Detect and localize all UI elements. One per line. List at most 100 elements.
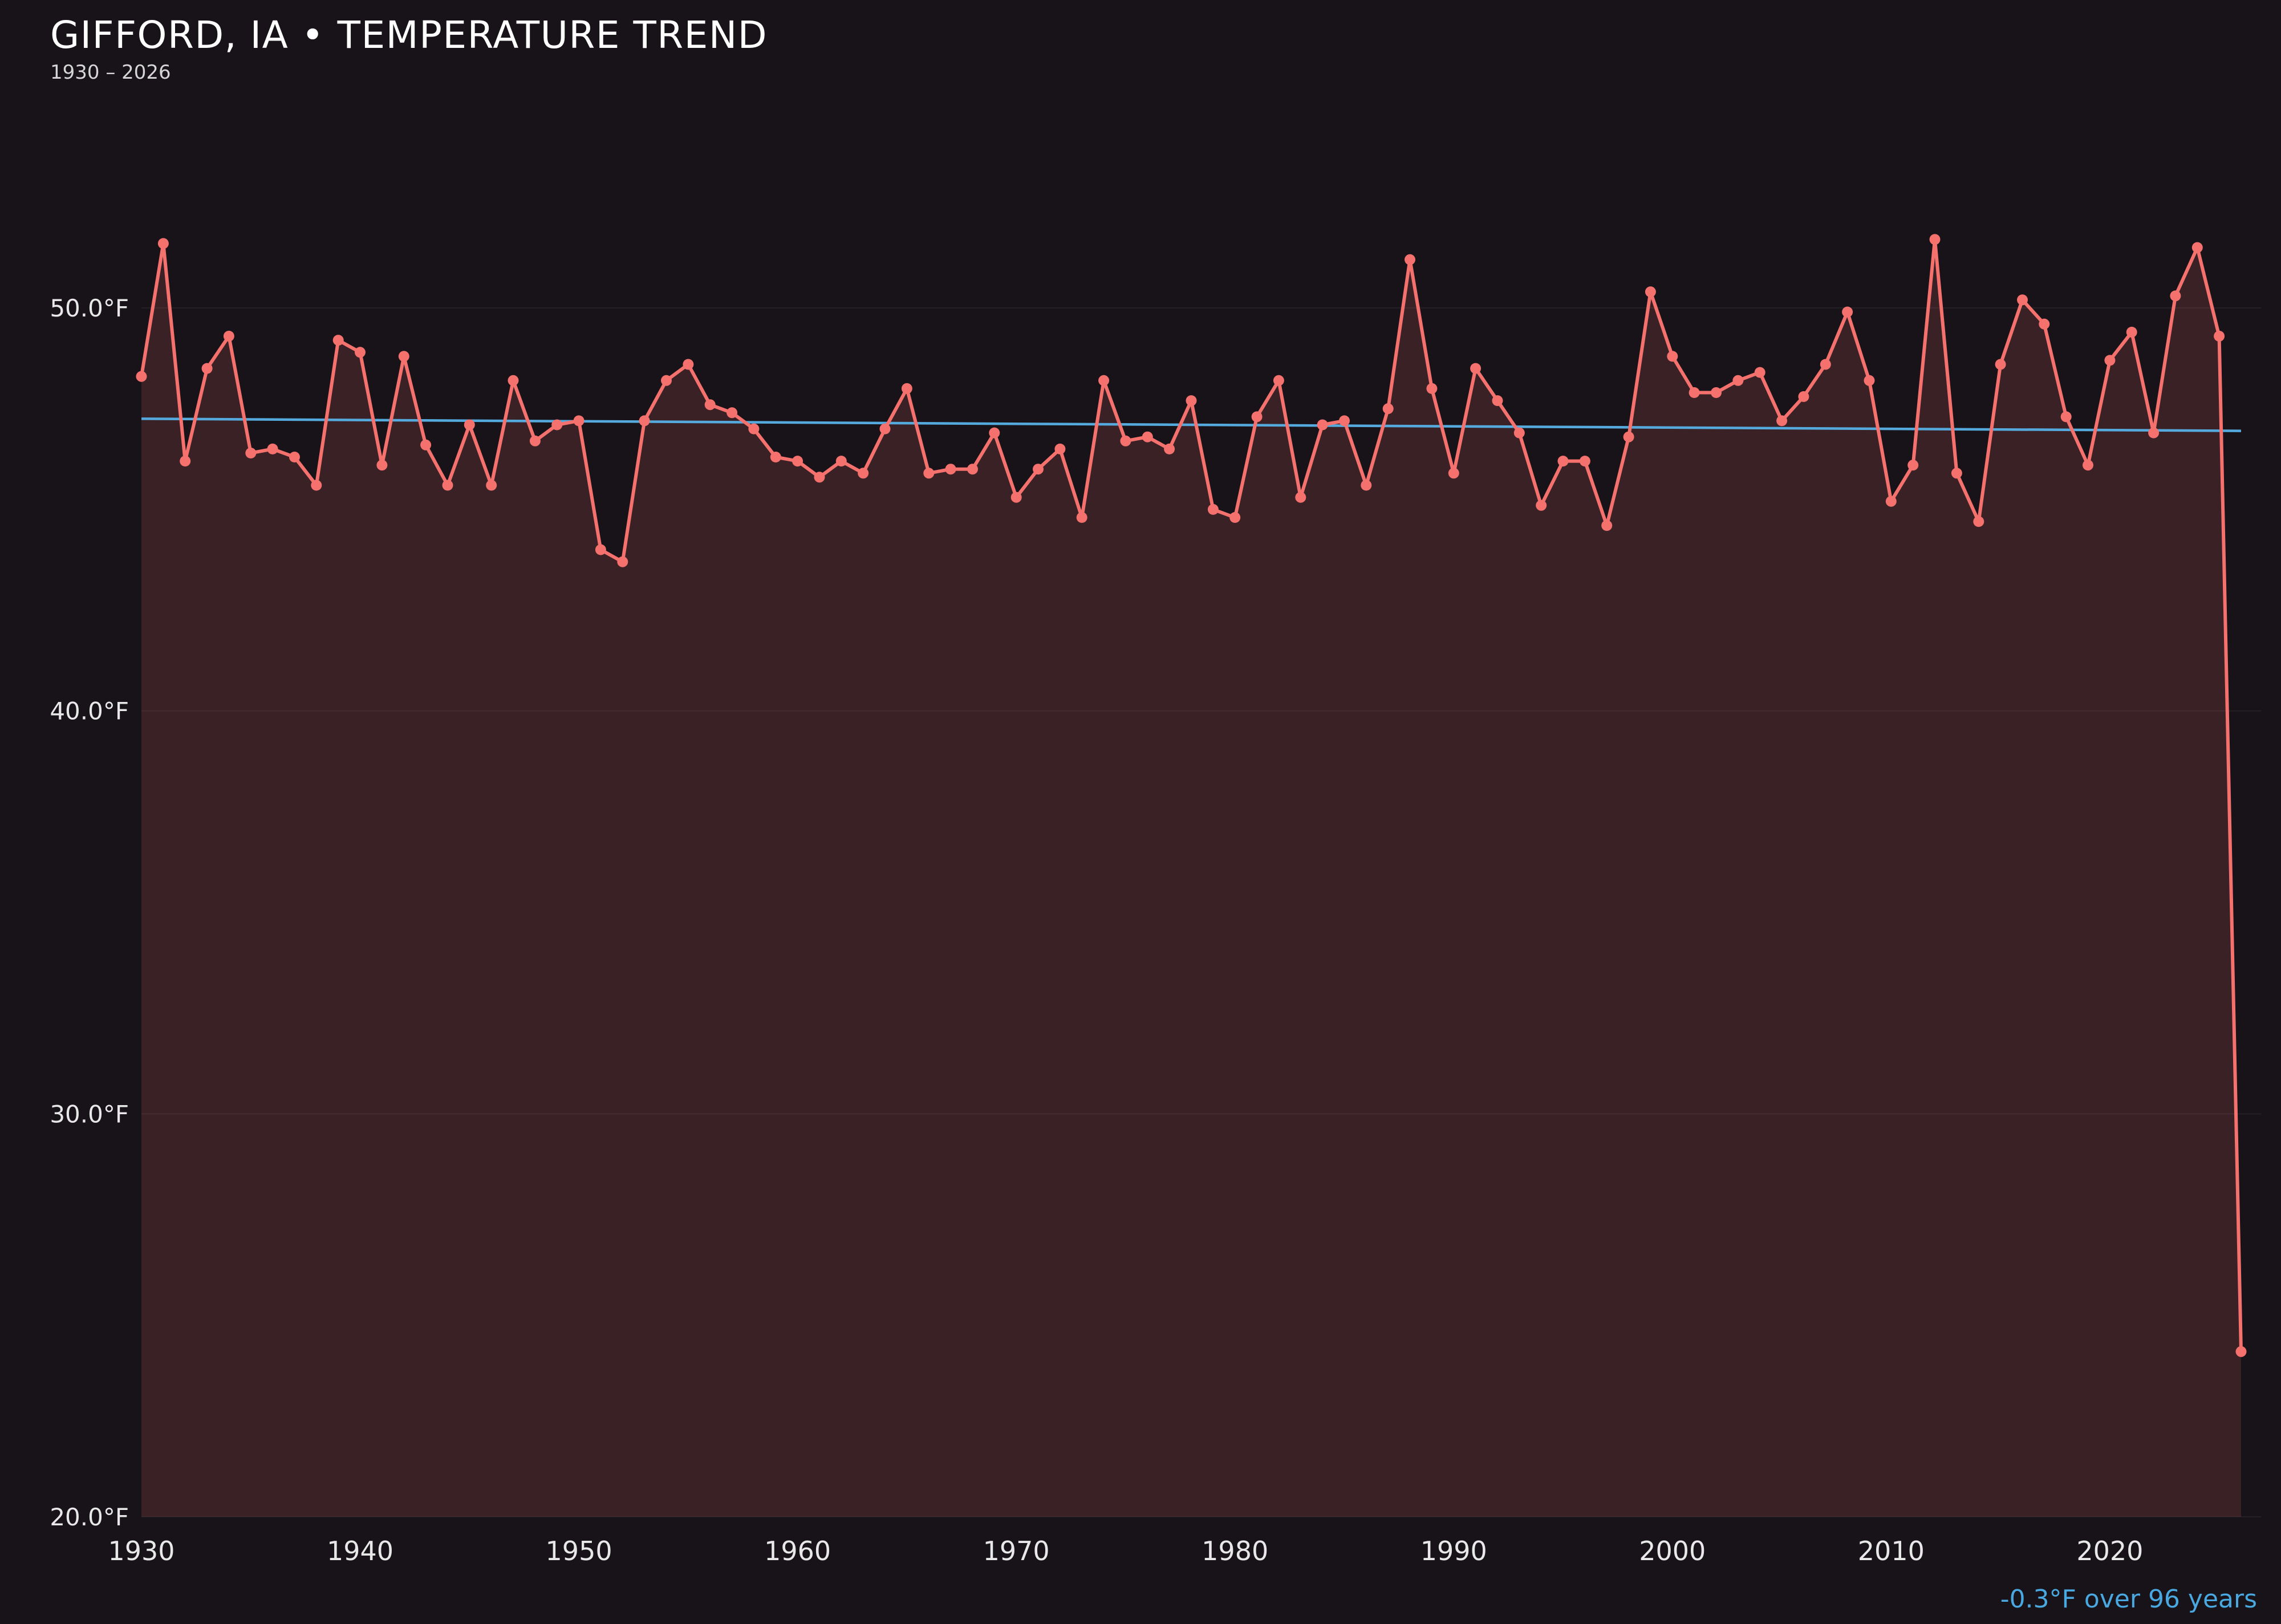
- data-point: [901, 383, 912, 394]
- data-point: [1186, 395, 1197, 407]
- chart-header: GIFFORD, IA • TEMPERATURE TREND 1930 – 2…: [50, 13, 768, 83]
- data-point: [1470, 363, 1482, 374]
- x-tick-label: 1960: [764, 1536, 831, 1566]
- data-point: [2060, 411, 2072, 423]
- data-point: [442, 480, 453, 491]
- data-point: [967, 464, 978, 475]
- data-point: [1754, 367, 1765, 378]
- data-point: [2191, 242, 2203, 253]
- data-point: [180, 456, 191, 467]
- x-tick-label: 1970: [983, 1536, 1050, 1566]
- data-point: [529, 435, 541, 446]
- data-point: [1776, 415, 1788, 427]
- data-point: [1448, 468, 1459, 479]
- data-point: [157, 238, 169, 249]
- data-point: [136, 371, 147, 382]
- data-point: [1033, 464, 1044, 475]
- data-point: [683, 359, 694, 370]
- data-point: [1579, 456, 1590, 467]
- data-point: [1513, 427, 1525, 439]
- data-point: [508, 375, 519, 386]
- data-point: [989, 427, 1000, 439]
- data-point: [1361, 480, 1372, 491]
- data-point: [1623, 431, 1634, 442]
- x-tick-label: 1930: [108, 1536, 174, 1566]
- data-point: [2039, 318, 2050, 330]
- trend-line: [141, 417, 2242, 432]
- data-point: [1382, 403, 1394, 415]
- data-point: [1317, 419, 1328, 431]
- data-point: [2104, 355, 2116, 366]
- data-point: [1820, 359, 1831, 370]
- data-point: [223, 331, 234, 342]
- data-point: [2235, 1346, 2247, 1357]
- x-tick-label: 1990: [1420, 1536, 1487, 1566]
- data-point: [1645, 286, 1656, 298]
- y-tick-label: 30.0°F: [50, 1100, 129, 1128]
- data-point: [464, 419, 475, 431]
- data-point: [376, 460, 388, 471]
- data-point: [814, 472, 825, 483]
- data-point: [398, 351, 409, 362]
- data-point: [858, 468, 869, 479]
- data-point: [1295, 492, 1306, 503]
- data-point: [1842, 306, 1853, 318]
- data-point: [332, 335, 344, 346]
- data-point: [704, 399, 716, 411]
- data-point: [245, 448, 257, 458]
- data-point: [1601, 520, 1613, 531]
- data-point: [1339, 415, 1350, 427]
- data-point: [1229, 512, 1241, 523]
- data-point: [486, 480, 497, 491]
- y-tick-label: 40.0°F: [50, 697, 129, 725]
- data-point: [2126, 327, 2137, 338]
- trend-summary-label: -0.3°F over 96 years: [2000, 1585, 2257, 1614]
- data-point: [1929, 234, 1941, 245]
- data-point: [1667, 351, 1678, 362]
- data-point: [923, 468, 935, 479]
- data-point: [573, 415, 585, 427]
- data-point: [267, 443, 278, 454]
- data-point: [879, 423, 891, 435]
- temperature-area: [141, 239, 2241, 1517]
- x-tick-label: 2000: [1639, 1536, 1706, 1566]
- data-point: [1098, 375, 1110, 386]
- data-point: [1142, 431, 1153, 442]
- data-point: [1557, 456, 1569, 467]
- data-point: [792, 456, 803, 467]
- data-point: [311, 480, 322, 491]
- data-point: [2148, 427, 2160, 439]
- data-point: [1273, 375, 1284, 386]
- data-point: [551, 419, 563, 431]
- data-point: [639, 415, 650, 427]
- data-point: [617, 556, 628, 567]
- data-point: [1054, 443, 1066, 454]
- data-point: [1689, 387, 1700, 398]
- data-point: [355, 347, 366, 358]
- data-point: [1492, 395, 1503, 407]
- data-point: [2017, 294, 2028, 306]
- data-point: [1251, 411, 1263, 423]
- data-point: [420, 439, 432, 450]
- data-point: [1405, 254, 1415, 265]
- page-title: GIFFORD, IA • TEMPERATURE TREND: [50, 13, 768, 57]
- x-tick-label: 1950: [546, 1536, 612, 1566]
- data-point: [1973, 516, 1984, 527]
- data-point: [945, 464, 956, 475]
- data-point: [1907, 460, 1919, 471]
- x-tick-label: 1940: [327, 1536, 393, 1566]
- data-point: [1164, 443, 1175, 454]
- data-point: [201, 363, 213, 374]
- x-tick-label: 2020: [2076, 1536, 2143, 1566]
- data-point: [1885, 496, 1897, 507]
- data-point: [2083, 460, 2093, 471]
- data-point: [1207, 504, 1219, 515]
- data-point: [1076, 512, 1087, 523]
- data-point: [1010, 492, 1022, 503]
- data-point: [1951, 468, 1962, 479]
- data-point: [661, 375, 672, 386]
- data-point: [835, 456, 847, 467]
- data-point: [1995, 359, 2006, 370]
